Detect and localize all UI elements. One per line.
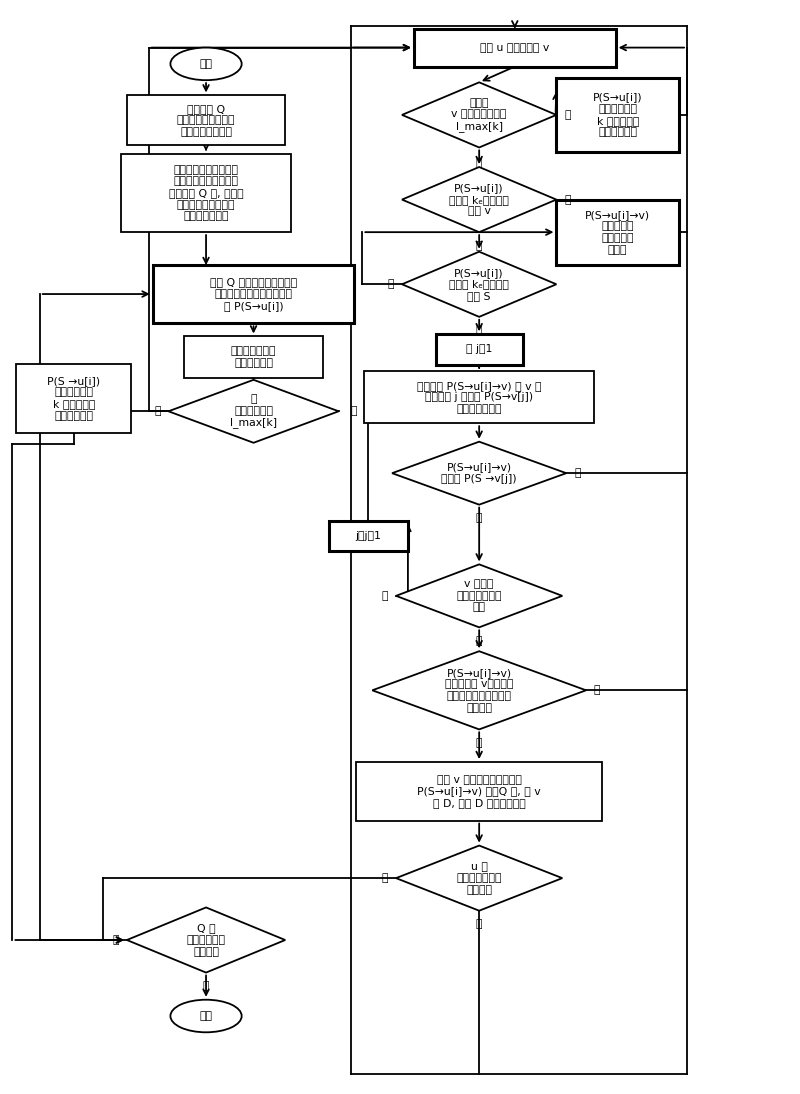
- Text: 否: 否: [154, 406, 161, 417]
- FancyBboxPatch shape: [17, 363, 131, 433]
- FancyBboxPatch shape: [329, 521, 408, 551]
- Text: P(S→u[i]→v)
不可能成为
有效路径的
一部分: P(S→u[i]→v) 不可能成为 有效路径的 一部分: [585, 210, 650, 255]
- Polygon shape: [402, 252, 556, 317]
- Text: 否: 否: [113, 935, 119, 945]
- Text: 选取 u 的邻接节点 v: 选取 u 的邻接节点 v: [480, 43, 550, 53]
- Ellipse shape: [170, 48, 242, 80]
- Text: P(S→u[i])
不可能成为前
k 条最短完全
路径的一部分: P(S→u[i]) 不可能成为前 k 条最短完全 路径的一部分: [593, 93, 642, 138]
- Polygon shape: [396, 846, 562, 910]
- Polygon shape: [169, 380, 338, 443]
- FancyBboxPatch shape: [184, 336, 323, 377]
- FancyBboxPatch shape: [556, 78, 679, 152]
- Text: 否: 否: [382, 591, 388, 601]
- FancyBboxPatch shape: [556, 199, 679, 265]
- Polygon shape: [402, 167, 556, 232]
- Text: 是: 是: [476, 919, 482, 930]
- Text: 延伸到
v 后预测値不大于
l_max[k]: 延伸到 v 后预测値不大于 l_max[k]: [451, 97, 507, 132]
- Text: 否: 否: [594, 685, 601, 696]
- FancyBboxPatch shape: [153, 265, 354, 324]
- Text: v 列表中
所有路径都使用
过了: v 列表中 所有路径都使用 过了: [457, 579, 502, 613]
- Polygon shape: [392, 442, 566, 504]
- FancyBboxPatch shape: [364, 371, 594, 423]
- Text: 是: 是: [387, 279, 394, 289]
- Text: 结束: 结束: [199, 1011, 213, 1021]
- Polygon shape: [402, 82, 556, 148]
- Text: 是: 是: [574, 468, 581, 478]
- Text: 开始: 开始: [199, 59, 213, 69]
- Text: P(S→u[i])
的末尾 kₑ个节点中
含有 S: P(S→u[i]) 的末尾 kₑ个节点中 含有 S: [450, 268, 509, 301]
- Text: P(S→u[i]→v)
的代价小于 v列表中归
一化非线性代价最大的
一条路径: P(S→u[i]→v) 的代价小于 v列表中归 一化非线性代价最大的 一条路径: [445, 668, 514, 712]
- Text: 选取 Q 中归一化非线性代价
下限的预测値最小的一条路
径 P(S→u[i]): 选取 Q 中归一化非线性代价 下限的预测値最小的一条路 径 P(S→u[i]): [210, 278, 297, 311]
- Text: 该
预测値不大于
l_max[k]: 该 预测値不大于 l_max[k]: [230, 394, 277, 429]
- Text: 是: 是: [476, 159, 482, 168]
- Text: 否: 否: [476, 513, 482, 523]
- Text: 否: 否: [476, 326, 482, 336]
- Text: j＝j＋1: j＝j＋1: [355, 532, 382, 542]
- Ellipse shape: [170, 1000, 242, 1033]
- FancyBboxPatch shape: [414, 28, 616, 67]
- Text: 否: 否: [382, 873, 388, 883]
- Text: 给该路径做标记
以免重复选取: 给该路径做标记 以免重复选取: [230, 346, 276, 368]
- Text: 将与源节点有邻接关系
的节点列表中的第一条
路径放入 Q 中, 其代价
用相应链路的归一化
非线性代价表示: 将与源节点有邻接关系 的节点列表中的第一条 路径放入 Q 中, 其代价 用相应链…: [169, 165, 243, 221]
- Text: P(S →u[i])
不可能成为前
k 条最短完全
路径的一部分: P(S →u[i]) 不可能成为前 k 条最短完全 路径的一部分: [47, 376, 100, 421]
- Polygon shape: [396, 565, 562, 627]
- FancyBboxPatch shape: [121, 154, 291, 232]
- Text: u 的
所有邻接节点都
使用过了: u 的 所有邻接节点都 使用过了: [457, 862, 502, 895]
- Text: Q 中
所有的路径都
选取过了: Q 中 所有的路径都 选取过了: [186, 923, 226, 956]
- Text: 否: 否: [564, 109, 570, 120]
- Text: 更新 v 中的路径的列表并将
P(S→u[i]→v) 放入Q 中, 若 v
是 D, 更新 D 中的代价队列: 更新 v 中的路径的列表并将 P(S→u[i]→v) 放入Q 中, 若 v 是 …: [418, 775, 541, 807]
- Text: P(S→u[i])
的末尾 kₑ个节点中
含有 v: P(S→u[i]) 的末尾 kₑ个节点中 含有 v: [450, 183, 509, 217]
- Text: 判断路径 P(S→u[i]→v) 与 v 列
表中的第 j 条路径 P(S→v[j])
之间的控制状况: 判断路径 P(S→u[i]→v) 与 v 列 表中的第 j 条路径 P(S→v[…: [417, 381, 542, 414]
- Text: 是: 是: [564, 195, 570, 205]
- Text: 是: 是: [476, 636, 482, 647]
- Polygon shape: [127, 907, 286, 973]
- FancyBboxPatch shape: [357, 761, 602, 820]
- Text: 是: 是: [350, 406, 357, 417]
- Polygon shape: [372, 651, 586, 730]
- FancyBboxPatch shape: [127, 95, 286, 146]
- Text: P(S→u[i]→v)
受控于 P(S →v[j]): P(S→u[i]→v) 受控于 P(S →v[j]): [442, 463, 517, 484]
- Text: 否: 否: [476, 241, 482, 251]
- Text: 设置集合 Q
容纳当前获得的各个
节点的全部子路径: 设置集合 Q 容纳当前获得的各个 节点的全部子路径: [177, 104, 235, 137]
- Text: 是: 是: [476, 738, 482, 748]
- Text: 是: 是: [202, 981, 210, 991]
- Text: 令 j＝1: 令 j＝1: [466, 345, 492, 354]
- FancyBboxPatch shape: [436, 334, 522, 364]
